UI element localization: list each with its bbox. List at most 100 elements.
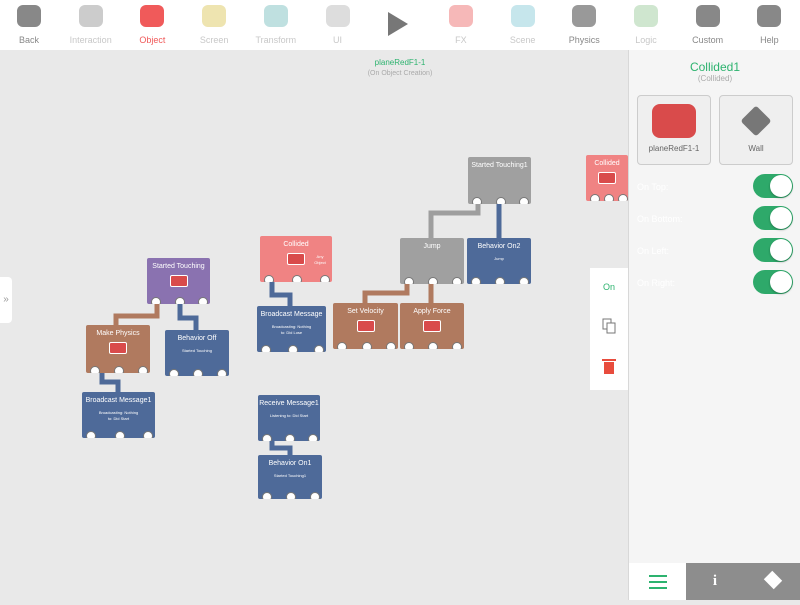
toolbar-button[interactable]: FX [430,0,492,50]
toolbar-button[interactable]: Back [0,0,60,50]
info-tab[interactable]: i [686,563,744,600]
toolbar-button[interactable]: Transform [245,0,307,50]
node-port[interactable] [314,345,324,352]
node-port[interactable] [138,366,148,373]
copy-button[interactable] [602,318,616,334]
node-port[interactable] [495,197,506,204]
node-port[interactable] [386,342,396,349]
node-port[interactable] [604,194,614,201]
toolbar-label: Object [139,35,166,45]
behavior-node[interactable]: Make Physics [86,325,150,373]
node-port[interactable] [618,194,628,201]
toolbar-button[interactable]: Custom [677,0,739,50]
node-port[interactable] [495,277,505,284]
node-port[interactable] [285,434,295,441]
node-port[interactable] [286,492,296,499]
node-port[interactable] [193,369,203,376]
behavior-node[interactable]: Started Touching1 [468,157,531,204]
node-port[interactable] [428,342,438,349]
node-port[interactable] [404,277,414,284]
behavior-node[interactable]: Broadcast Message Broadcasting: Nothing t… [257,306,326,352]
behavior-node[interactable]: Behavior Off Started Touching [165,330,229,376]
toolbar-button[interactable]: Logic [615,0,677,50]
node-port[interactable] [320,275,330,282]
toolbar-button[interactable]: Physics [553,0,615,50]
behavior-node[interactable]: Collided Any Object [260,236,332,282]
toolbar-button[interactable]: Help [738,0,800,50]
toolbar-button[interactable]: Interaction [60,0,122,50]
drawer-handle[interactable]: » [0,277,12,323]
object-tile[interactable]: Wall [719,95,793,165]
node-port[interactable] [471,277,481,284]
behavior-node[interactable]: Started Touching [147,258,210,304]
node-port[interactable] [292,275,302,282]
node-port[interactable] [262,434,272,441]
side-menu: On [590,268,628,390]
node-port[interactable] [90,366,100,373]
delete-button[interactable] [601,357,617,375]
node-title: Set Velocity [347,308,384,315]
toolbar-button[interactable]: UI [307,0,369,50]
node-port[interactable] [337,342,347,349]
behavior-node[interactable]: Behavior On2 Jump [467,238,531,284]
toggle-switch[interactable] [753,206,793,230]
node-title: Behavior On1 [268,460,312,467]
tags-tab[interactable] [744,563,800,600]
node-port[interactable] [308,434,318,441]
node-port[interactable] [472,197,482,204]
behavior-node[interactable]: Set Velocity [333,303,398,349]
node-port[interactable] [217,369,227,376]
toolbar-button[interactable]: Screen [183,0,245,50]
toggle-switch[interactable] [753,270,793,294]
toggle-switch[interactable] [753,238,793,262]
node-port[interactable] [86,431,96,438]
node-port[interactable] [452,342,462,349]
behavior-node[interactable]: Apply Force [400,303,464,349]
node-port[interactable] [262,492,272,499]
toolbar-icon [757,5,782,27]
toolbar-label: Back [18,35,39,45]
toolbar-button[interactable]: Scene [492,0,554,50]
node-title: Started Touching1 [471,162,528,169]
node-port[interactable] [404,342,414,349]
node-port[interactable] [361,342,372,349]
toggle-switch[interactable] [753,174,793,198]
behavior-node[interactable]: Receive Message1 Listening to: Did Start [258,395,320,441]
behavior-node[interactable]: Collided [586,155,628,201]
on-button[interactable]: On [602,282,615,292]
toolbar-icon [325,5,350,27]
behavior-node[interactable]: Broadcast Message1 Broadcasting: Nothing … [82,392,155,438]
play-button[interactable] [388,12,409,36]
node-title: Apply Force [413,308,451,315]
toolbar-icon [78,5,103,27]
node-port[interactable] [519,277,529,284]
node-port[interactable] [264,275,274,282]
node-port[interactable] [198,297,208,304]
node-port[interactable] [151,297,161,304]
toolbar-button[interactable]: Object [121,0,183,50]
node-port[interactable] [169,369,179,376]
node-port[interactable] [428,277,438,284]
node-title: Collided [283,241,309,248]
node-icon [109,342,127,354]
object-tile[interactable]: planeRedF1-1 [637,95,711,165]
node-port[interactable] [519,197,529,204]
toolbar-label: Scene [509,35,536,45]
node-port[interactable] [174,297,185,304]
node-port[interactable] [143,431,153,438]
node-port[interactable] [114,366,124,373]
behavior-node[interactable]: Jump [400,238,464,284]
toolbar-label: Transform [255,35,297,45]
node-port[interactable] [590,194,600,201]
node-port[interactable] [261,345,271,352]
node-detail: Listening to: Did Start [269,413,309,418]
node-port[interactable] [287,345,298,352]
node-title: Make Physics [96,330,140,337]
behavior-node[interactable]: Behavior On1 Started Touching1 [258,455,322,499]
node-port[interactable] [452,277,462,284]
panel-title: Collided1 [689,60,741,74]
node-port[interactable] [310,492,320,499]
node-port[interactable] [114,431,125,438]
settings-tab[interactable] [629,563,686,600]
toolbar: Back Interaction Object Screen Transform UI FX… [0,0,800,50]
